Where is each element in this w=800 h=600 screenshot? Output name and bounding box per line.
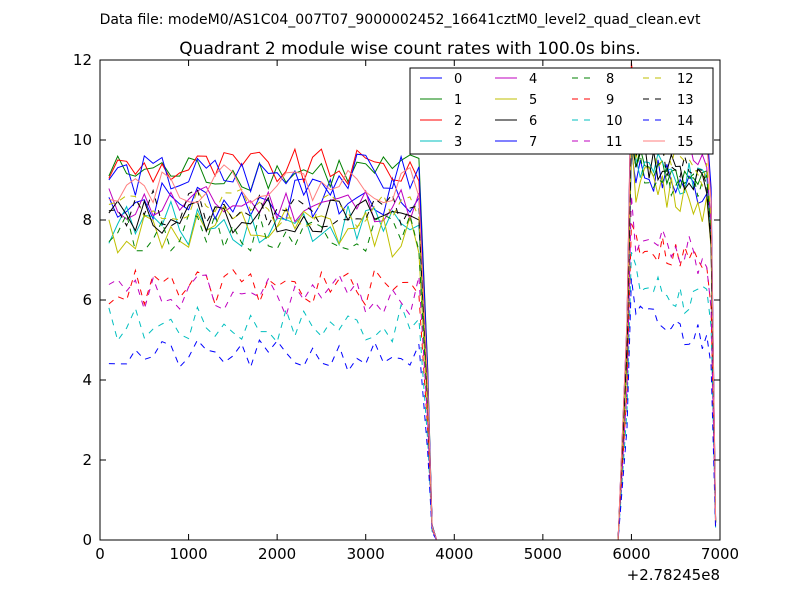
y-tick-label: 4 (82, 371, 92, 389)
y-tick-label: 12 (73, 51, 92, 69)
chart-title: Quadrant 2 module wise count rates with … (179, 39, 640, 59)
x-tick-label: 4000 (435, 545, 473, 563)
series-line-14 (108, 278, 717, 541)
series-line-9 (108, 223, 717, 541)
series-line-10 (108, 252, 717, 541)
legend-label-11: 11 (606, 135, 623, 150)
series-line-6 (108, 138, 717, 541)
x-tick-label: 1000 (169, 545, 207, 563)
x-tick-label: 5000 (524, 545, 562, 563)
plot-lines (108, 62, 717, 541)
y-tick-label: 6 (82, 291, 92, 309)
legend-label-3: 3 (454, 135, 462, 150)
y-tick-label: 10 (73, 131, 92, 149)
series-line-3 (108, 147, 717, 541)
y-tick-label: 8 (82, 211, 92, 229)
x-tick-label: 6000 (612, 545, 650, 563)
y-tick-label: 2 (82, 451, 92, 469)
legend-label-0: 0 (454, 72, 462, 87)
series-line-11 (108, 195, 717, 541)
x-tick-label: 3000 (347, 545, 385, 563)
x-axis: 0 1000 2000 3000 4000 5000 6000 7000 (95, 60, 739, 563)
legend-label-7: 7 (529, 135, 537, 150)
legend-label-6: 6 (529, 114, 537, 129)
series-line-0 (108, 150, 717, 541)
chart-suptitle: Data file: modeM0/AS1C04_007T07_90000024… (100, 12, 701, 28)
x-offset-label: +2.78245e8 (627, 566, 720, 584)
series-line-5 (108, 135, 717, 541)
legend-label-13: 13 (677, 93, 694, 108)
series-line-8 (108, 129, 717, 541)
y-tick-label: 0 (82, 531, 92, 549)
legend-label-15: 15 (677, 135, 694, 150)
x-tick-label: 7000 (701, 545, 739, 563)
legend-label-4: 4 (529, 72, 537, 87)
legend-label-9: 9 (606, 93, 614, 108)
legend-label-10: 10 (606, 114, 623, 129)
legend-box (409, 67, 714, 155)
legend-label-2: 2 (454, 114, 462, 129)
x-tick-label: 2000 (258, 545, 296, 563)
series-line-1 (108, 130, 717, 541)
x-tick-label: 0 (95, 545, 105, 563)
legend-label-5: 5 (529, 93, 537, 108)
legend-label-8: 8 (606, 72, 614, 87)
legend-label-14: 14 (677, 114, 694, 129)
legend-label-1: 1 (454, 93, 462, 108)
series-line-12 (108, 132, 717, 541)
legend-label-12: 12 (677, 72, 694, 87)
